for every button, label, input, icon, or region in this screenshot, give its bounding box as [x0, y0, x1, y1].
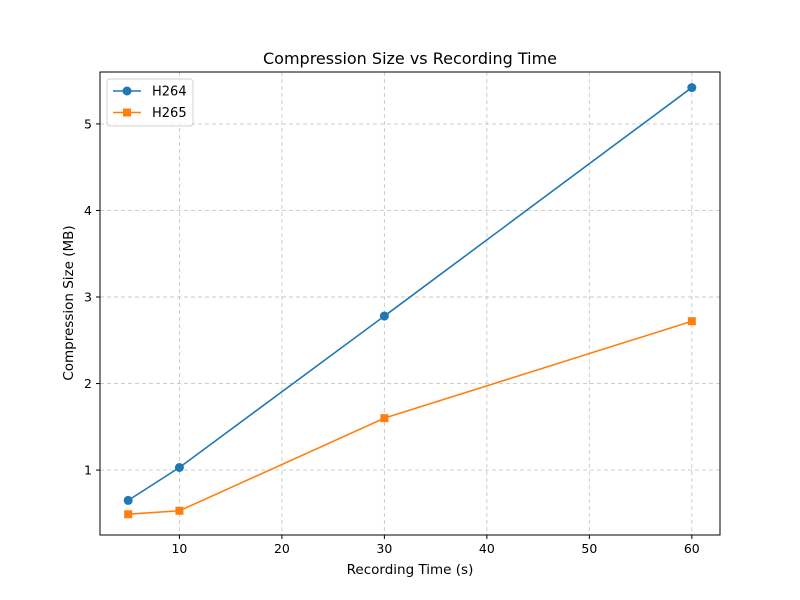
legend: H264 H265	[106, 78, 194, 127]
data-point-h264	[379, 311, 389, 321]
y-tick-label: 4	[84, 203, 92, 218]
x-axis-label: Recording Time (s)	[347, 562, 474, 578]
data-point-h265	[380, 414, 389, 423]
axis-ticks: 10 20 30 40 50 60 1 2 3 4 5	[84, 116, 700, 556]
x-tick-label: 60	[684, 541, 700, 556]
legend-marker-h264	[122, 86, 132, 96]
legend-label-h265: H265	[152, 106, 187, 121]
chart-title: Compression Size vs Recording Time	[263, 49, 557, 68]
x-tick-label: 20	[274, 541, 290, 556]
series	[123, 83, 697, 519]
x-tick-label: 10	[171, 541, 187, 556]
y-tick-label: 2	[84, 376, 92, 391]
legend-marker-h265	[123, 108, 131, 117]
data-point-h264	[687, 83, 697, 93]
grid	[100, 72, 720, 535]
y-tick-label: 3	[84, 290, 92, 305]
plot-frame	[99, 71, 721, 536]
data-point-h265	[175, 506, 184, 515]
legend-label-h264: H264	[152, 85, 187, 100]
x-tick-label: 50	[581, 541, 597, 556]
y-tick-label: 1	[84, 463, 92, 478]
x-tick-label: 30	[376, 541, 392, 556]
data-point-h264	[123, 495, 133, 505]
data-point-h264	[174, 462, 184, 472]
series-line-h264	[127, 86, 693, 502]
y-axis-label: Compression Size (MB)	[61, 225, 77, 380]
x-tick-label: 40	[479, 541, 495, 556]
series-line-h265	[128, 320, 693, 516]
data-point-h265	[124, 510, 133, 519]
data-point-h265	[687, 317, 696, 326]
y-tick-label: 5	[84, 116, 92, 131]
